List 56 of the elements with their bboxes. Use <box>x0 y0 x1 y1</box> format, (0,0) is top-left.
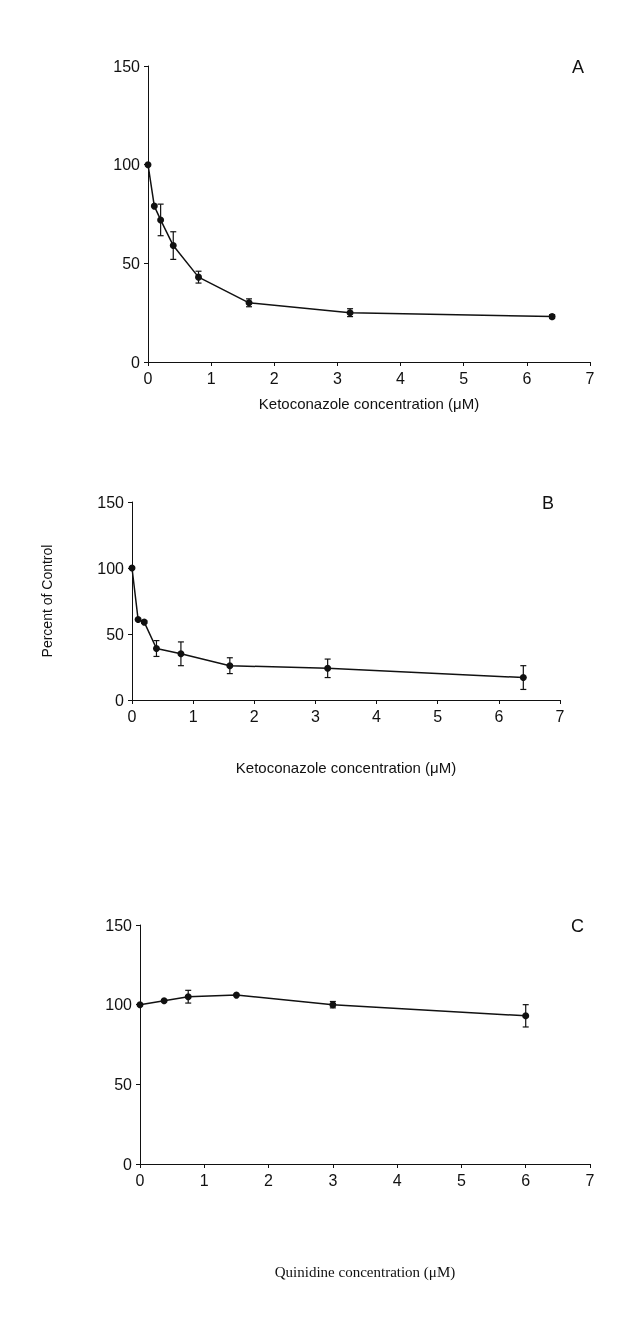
annotation: B <box>541 493 555 513</box>
y-tick-label: 150 <box>105 916 133 934</box>
point <box>134 615 142 623</box>
x-tick-label: 7 <box>555 707 565 725</box>
x-tick-label: 4 <box>392 1171 402 1189</box>
point <box>324 664 332 672</box>
x-axis-title: Ketoconazole concentration (μM) <box>235 759 457 776</box>
x-tick-label: 5 <box>456 1171 466 1189</box>
x-tick-label: 1 <box>188 707 198 725</box>
annotation: C <box>571 916 584 936</box>
x-axis-title: Quinidine concentration (μM) <box>274 1263 456 1281</box>
x-axis-title: Ketoconazole concentration (μM) <box>258 395 480 412</box>
x-tick-label: 5 <box>459 369 469 387</box>
point <box>152 645 160 653</box>
x-tick-label: 7 <box>585 1171 595 1189</box>
x-tick-label: 2 <box>269 369 279 387</box>
y-tick-label: 150 <box>113 57 141 75</box>
y-tick-label: 100 <box>113 156 141 174</box>
x-tick-label: 1 <box>206 369 216 387</box>
point <box>160 997 168 1005</box>
y-tick-label: 50 <box>122 254 141 272</box>
annotation: A <box>571 57 585 77</box>
x-tick-label: 3 <box>310 707 320 725</box>
x-tick-label: 3 <box>332 369 342 387</box>
y-tick-label: 100 <box>105 996 133 1014</box>
point <box>519 674 527 682</box>
y-axis-title: Percent of Control <box>39 544 55 658</box>
point <box>157 216 165 224</box>
y-tick-label: 0 <box>131 353 141 371</box>
point <box>169 242 177 250</box>
x-tick-label: 2 <box>249 707 259 725</box>
point <box>150 202 158 210</box>
y-tick-label: 150 <box>97 493 125 511</box>
x-tick-label: 3 <box>328 1171 338 1189</box>
x-tick-label: 4 <box>372 707 382 725</box>
point <box>232 991 240 999</box>
point <box>184 993 192 1001</box>
y-tick-label: 50 <box>114 1075 133 1093</box>
x-tick-label: 4 <box>396 369 406 387</box>
point <box>226 662 234 670</box>
x-tick-label: 6 <box>522 369 532 387</box>
x-tick-label: 6 <box>494 707 504 725</box>
point <box>144 161 152 169</box>
x-tick-label: 7 <box>585 369 595 387</box>
x-tick-label: 1 <box>199 1171 209 1189</box>
point <box>136 1001 144 1009</box>
point <box>522 1012 530 1020</box>
x-tick-label: 5 <box>433 707 443 725</box>
x-tick-label: 0 <box>143 369 153 387</box>
y-tick-label: 100 <box>97 559 125 577</box>
y-tick-label: 0 <box>123 1155 133 1173</box>
point <box>177 650 185 658</box>
x-tick-label: 6 <box>521 1171 531 1189</box>
y-tick-label: 0 <box>115 691 125 709</box>
y-tick-label: 50 <box>106 625 125 643</box>
x-tick-label: 2 <box>264 1171 274 1189</box>
